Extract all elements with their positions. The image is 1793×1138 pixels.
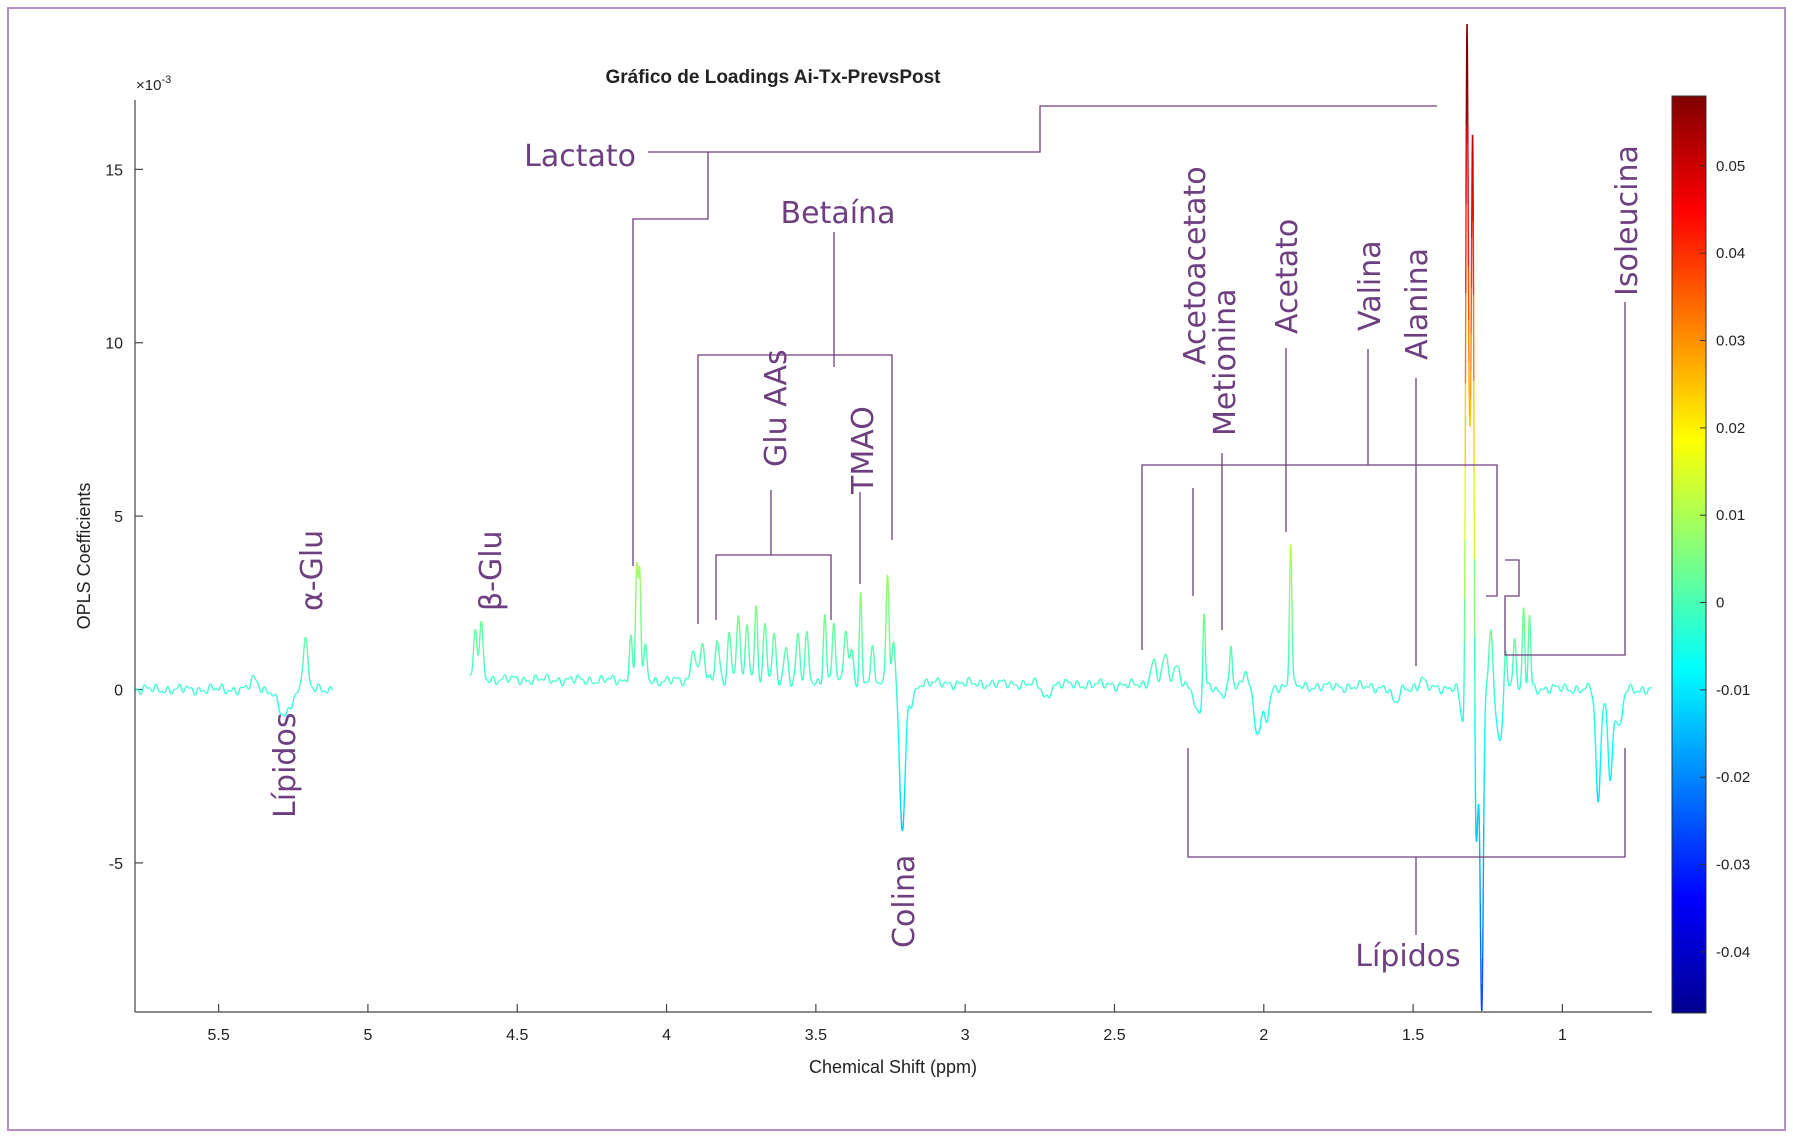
y-exponent-power: -3 [161, 74, 171, 86]
y-tick-label: 15 [105, 162, 123, 179]
x-tick-label: 3 [961, 1027, 970, 1044]
x-tick-label: 1.5 [1402, 1027, 1424, 1044]
y-exponent-base: ×10 [136, 77, 161, 94]
y-exponent: ×10-3 [136, 74, 171, 94]
y-tick-label: 10 [105, 336, 123, 353]
x-tick-label: 4.5 [506, 1027, 528, 1044]
figure-frame [7, 7, 1786, 1131]
spectrum-line [134, 23, 1653, 1012]
y-tick-label: 5 [114, 509, 123, 526]
x-tick-label: 3.5 [805, 1027, 827, 1044]
y-tick-label: -5 [109, 856, 123, 873]
x-tick-label: 5 [363, 1027, 372, 1044]
x-tick-label: 4 [662, 1027, 671, 1044]
x-axis-ticks: 5.5 5 4.5 4 3.5 3 2.5 2 1.5 1 [207, 1004, 1567, 1044]
x-tick-label: 2 [1259, 1027, 1268, 1044]
chart-title: Gráfico de Loadings Ai-Tx-PrevsPost [605, 67, 941, 88]
x-tick-label: 2.5 [1103, 1027, 1125, 1044]
x-tick-label: 5.5 [207, 1027, 229, 1044]
x-tick-label: 1 [1558, 1027, 1567, 1044]
y-tick-label: 0 [114, 683, 123, 700]
y-axis-ticks: 15 10 5 0 -5 [105, 162, 143, 873]
